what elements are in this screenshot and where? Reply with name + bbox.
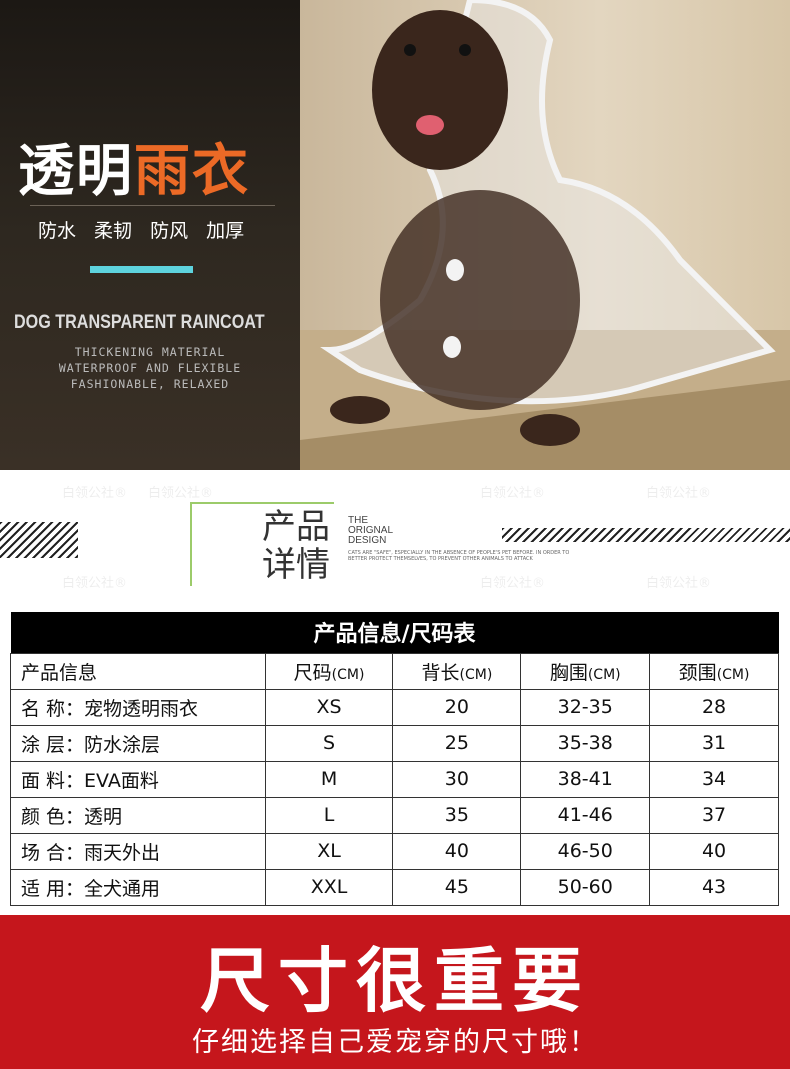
banner-subline: 仔细选择自己爱宠穿的尺寸哦！ [192,1027,598,1058]
watermark: 白领公社® [480,486,546,501]
table-cell: 32-35 [520,688,651,726]
table-cell: S [264,724,394,762]
table-cell: 颜 色：透明 [10,796,266,834]
table-row: 适 用：全犬通用 XXL 45 50-60 43 [10,868,779,906]
table-cell: 35 [392,796,522,834]
dog-body [380,190,580,410]
table-cell: 43 [649,868,779,906]
en-word: ORIGNAL [348,525,394,536]
table-row: 场 合：雨天外出 XL 40 46-50 40 [10,832,779,870]
table-row: 涂 层：防水涂层 S 25 35-38 31 [10,724,779,762]
table-cell: L [264,796,394,834]
en-line: THICKENING MATERIAL [74,345,226,359]
watermark: 白领公社® [480,576,546,591]
table-cell: 38-41 [520,760,651,798]
table-cell: 涂 层：防水涂层 [10,724,266,762]
table-cell: 40 [392,832,522,870]
table-cell: 面 料：EVA面料 [10,760,266,798]
watermark: 白领公社® [62,486,128,501]
en-subtitle: THICKENING MATERIAL WATERPROOF AND FLEXI… [40,344,260,392]
table-cell: 31 [649,724,779,762]
table-cell: 46-50 [520,832,651,870]
section-title-line: 产品 [262,507,330,547]
table-cell: M [264,760,394,798]
table-row: 名 称：宠物透明雨衣 XS 20 32-35 28 [10,688,779,726]
banner-headline: 尺寸很重要 [200,940,590,1022]
en-word: DESIGN [348,535,387,546]
table-cell: 适 用：全犬通用 [10,868,266,906]
table-row: 面 料：EVA面料 M 30 38-41 34 [10,760,779,798]
table-cell: XS [264,688,394,726]
title-main: 透明 [18,139,134,204]
watermark: 白领公社® [646,576,712,591]
en-line: FASHIONABLE, RELAXED [70,377,230,391]
table-cell: 场 合：雨天外出 [10,832,266,870]
size-table: 产品信息/尺码表 产品信息 尺码(CM) 背长(CM) 胸围(CM) 颈围(CM) 名 … [10,612,779,906]
en-title: DOG TRANSPARENT RAINCOAT [14,312,265,333]
green-frame [190,502,334,586]
watermark: 白领公社® [62,576,128,591]
table-header-row: 产品信息 尺码(CM) 背长(CM) 胸围(CM) 颈围(CM) [10,652,779,690]
header-label: 颈围 [678,661,717,684]
dog-photo [300,0,790,470]
table-header-cell: 背长(CM) [392,652,522,690]
watermark: 白领公社® [148,486,214,501]
hero-banner: 透明雨衣 防水 柔韧 防风 加厚 DOG TRANSPARENT RAINCOA… [0,0,790,470]
table-cell: 37 [649,796,779,834]
table-cell: 名 称：宠物透明雨衣 [10,688,266,726]
stripe-decoration-left [0,522,78,558]
divider [30,205,275,206]
section-title: 产品 详情 [262,508,342,584]
section-title-line: 详情 [262,545,330,585]
header-label: 产品信息 [21,661,98,684]
section-small-text: CATS ARE "SAFE", ESPECIALLY IN THE ABSEN… [348,550,570,562]
accent-bar [90,266,193,273]
table-cell: 34 [649,760,779,798]
table-header-cell: 颈围(CM) [649,652,779,690]
stripe-decoration-right [502,528,790,542]
table-header-cell: 胸围(CM) [520,652,651,690]
header-unit: (CM) [331,666,365,683]
table-cell: 28 [649,688,779,726]
header-label: 尺码 [293,661,332,684]
header-unit: (CM) [459,666,493,683]
header-label: 胸围 [549,661,588,684]
en-word: THE [348,515,368,526]
table-cell: 41-46 [520,796,651,834]
original-design-label: THE ORIGNAL DESIGN [348,516,393,546]
features: 防水 柔韧 防风 加厚 [38,220,245,242]
table-cell: 25 [392,724,522,762]
header-unit: (CM) [716,666,750,683]
table-cell: 30 [392,760,522,798]
table-cell: 35-38 [520,724,651,762]
table-cell: 40 [649,832,779,870]
hero-text-panel [0,0,300,470]
watermark: 白领公社® [646,486,712,501]
red-banner [0,915,790,1069]
table-cell: XL [264,832,394,870]
table-cell: 50-60 [520,868,651,906]
table-row: 颜 色：透明 L 35 41-46 37 [10,796,779,834]
title-accent: 雨衣 [134,139,250,204]
table-cell: 45 [392,868,522,906]
table-header-cell: 尺码(CM) [264,652,394,690]
dog-head [372,10,508,170]
table-caption: 产品信息/尺码表 [10,612,779,653]
table-header-cell: 产品信息 [10,652,266,690]
header-unit: (CM) [587,666,621,683]
table-cell: 20 [392,688,522,726]
en-line: WATERPROOF AND FLEXIBLE [58,361,242,375]
hero-title: 透明雨衣 [18,126,250,207]
header-label: 背长 [421,661,460,684]
table-cell: XXL [264,868,394,906]
